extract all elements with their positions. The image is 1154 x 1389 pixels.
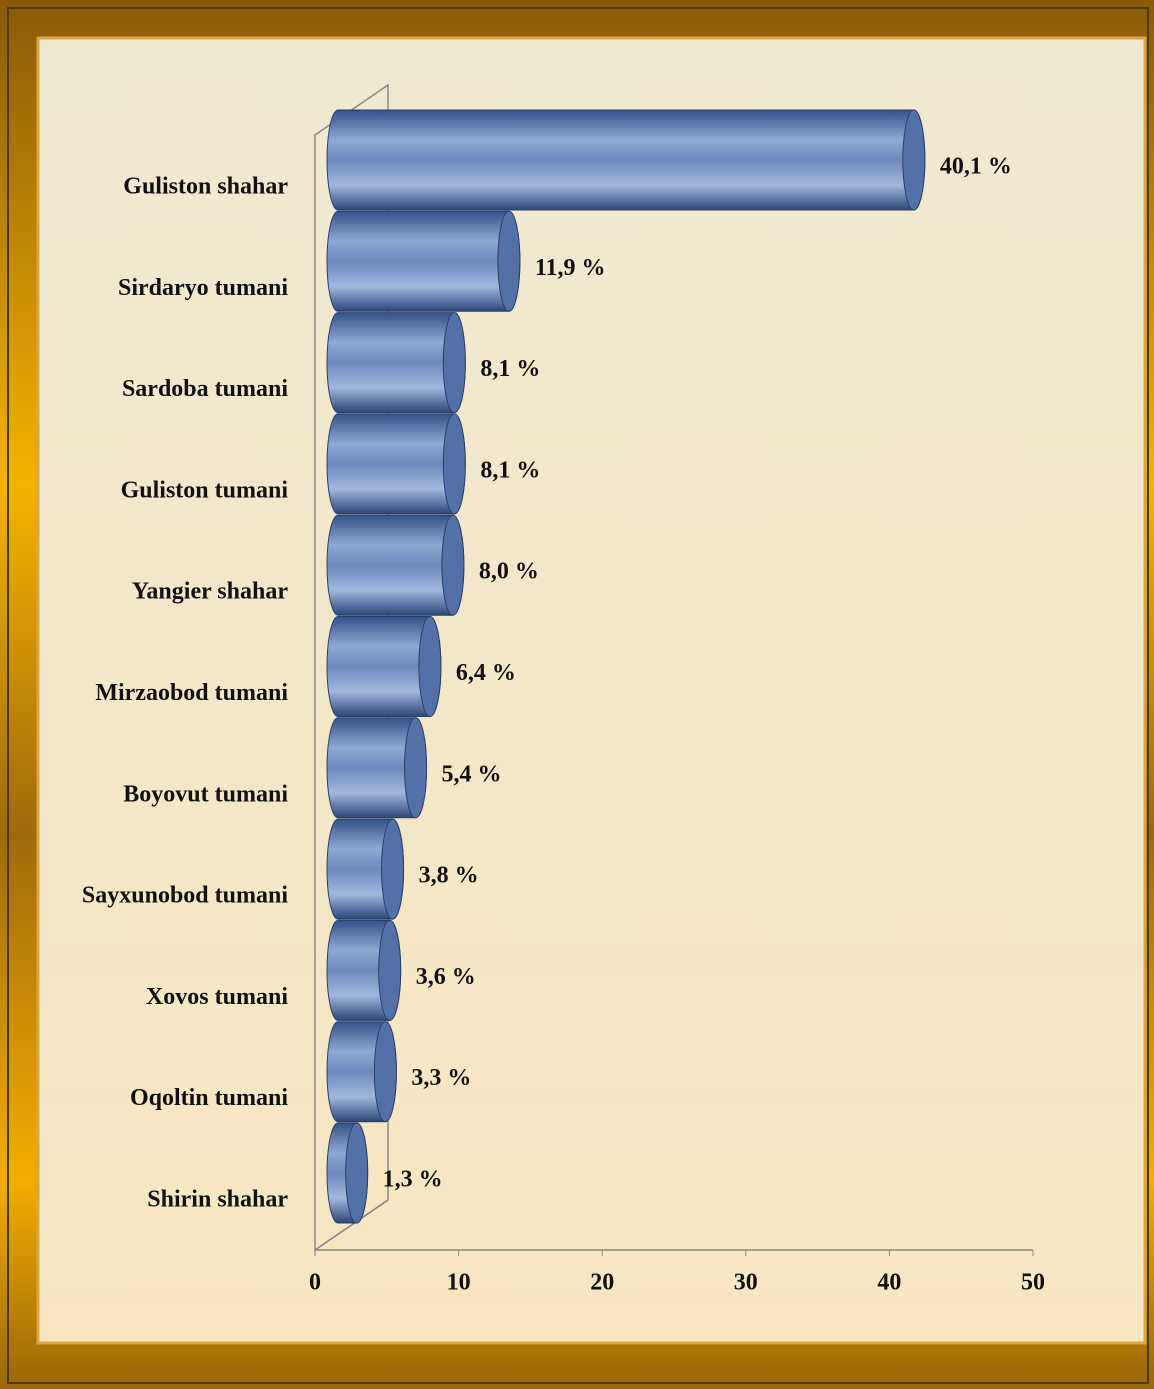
bar-cap <box>378 919 402 1021</box>
value-label: 3,8 % <box>419 863 479 889</box>
bar-cap <box>345 1122 369 1224</box>
bar-cap <box>497 210 521 312</box>
x-tick-label: 30 <box>734 1270 758 1296</box>
y-tick-label: Sardoba tumani <box>122 376 288 402</box>
value-label: 1,3 % <box>383 1167 443 1193</box>
value-label: 3,3 % <box>411 1065 471 1091</box>
y-tick-label: Sayxunobod tumani <box>82 883 288 909</box>
bar-cap <box>381 818 405 920</box>
y-tick-label: Xovos tumani <box>146 984 288 1010</box>
value-label: 40,1 % <box>940 154 1012 180</box>
y-tick-label: Shirin shahar <box>147 1187 288 1213</box>
bar-cap <box>442 413 466 515</box>
bar-cap <box>373 1021 397 1123</box>
bar-cap <box>441 514 465 616</box>
value-label: 6,4 % <box>456 660 516 686</box>
y-tick-label: Guliston tumani <box>121 477 289 503</box>
bar-cap <box>442 312 466 414</box>
y-tick-label: Boyovut tumani <box>123 781 288 807</box>
x-tick-label: 10 <box>447 1270 471 1296</box>
x-tick-label: 0 <box>309 1270 321 1296</box>
value-label: 8,0 % <box>479 559 539 585</box>
bar-cap <box>902 109 926 211</box>
bar <box>326 109 926 211</box>
bar <box>326 210 521 312</box>
x-tick-label: 20 <box>590 1270 614 1296</box>
y-tick-label: Sirdaryo tumani <box>118 275 288 301</box>
frame-edge <box>7 7 1149 1384</box>
x-tick-label: 40 <box>877 1270 901 1296</box>
bar-cap <box>404 717 428 819</box>
y-tick-label: Yangier shahar <box>132 579 289 605</box>
y-tick-label: Guliston shahar <box>123 174 288 200</box>
x-tick-label: 50 <box>1021 1270 1045 1296</box>
bar-cap <box>418 616 442 717</box>
value-label: 3,6 % <box>416 964 476 990</box>
panel <box>36 36 1147 1345</box>
value-label: 11,9 % <box>535 255 606 281</box>
floor <box>314 1199 1033 1251</box>
value-label: 8,1 % <box>480 457 540 483</box>
y-tick-label: Oqoltin tumani <box>130 1085 288 1111</box>
value-label: 8,1 % <box>480 356 540 382</box>
y-tick-label: Mirzaobod tumani <box>95 680 288 706</box>
value-label: 5,4 % <box>442 761 502 787</box>
